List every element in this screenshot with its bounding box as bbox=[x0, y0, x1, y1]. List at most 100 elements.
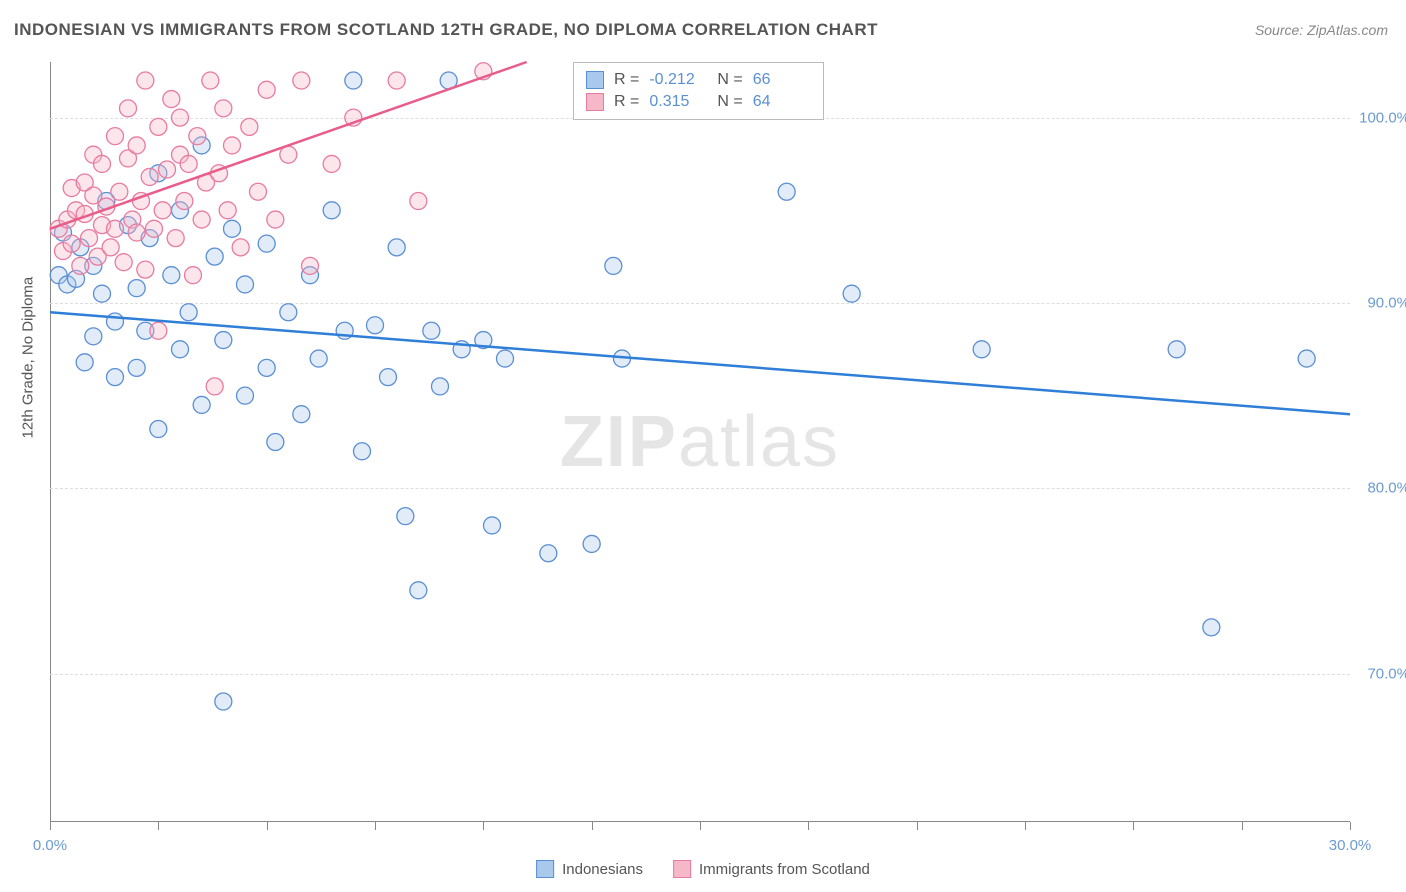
n-value-2: 64 bbox=[753, 93, 811, 111]
data-point bbox=[206, 248, 223, 265]
data-point bbox=[215, 332, 232, 349]
data-point bbox=[380, 369, 397, 386]
x-tick bbox=[808, 822, 809, 830]
data-point bbox=[367, 317, 384, 334]
x-tick bbox=[1025, 822, 1026, 830]
data-point bbox=[497, 350, 514, 367]
data-point bbox=[224, 137, 241, 154]
data-point bbox=[232, 239, 249, 256]
data-point bbox=[159, 161, 176, 178]
n-value-1: 66 bbox=[753, 71, 811, 89]
data-point bbox=[128, 280, 145, 297]
data-point bbox=[85, 328, 102, 345]
x-tick bbox=[267, 822, 268, 830]
x-tick bbox=[375, 822, 376, 830]
x-tick bbox=[592, 822, 593, 830]
data-point bbox=[843, 285, 860, 302]
data-point bbox=[388, 239, 405, 256]
data-point bbox=[167, 230, 184, 247]
data-point bbox=[72, 257, 89, 274]
data-point bbox=[215, 100, 232, 117]
legend-item-2: Immigrants from Scotland bbox=[673, 860, 870, 878]
stats-row-2: R = 0.315 N = 64 bbox=[586, 91, 811, 113]
data-point bbox=[150, 118, 167, 135]
data-point bbox=[107, 313, 124, 330]
r-value-2: 0.315 bbox=[649, 93, 707, 111]
data-point bbox=[172, 109, 189, 126]
plot-area: ZIPatlas 70.0%80.0%90.0%100.0% 0.0%30.0%… bbox=[50, 62, 1350, 822]
x-tick bbox=[1242, 822, 1243, 830]
data-point bbox=[137, 72, 154, 89]
data-point bbox=[280, 304, 297, 321]
data-point bbox=[193, 396, 210, 413]
bottom-legend: Indonesians Immigrants from Scotland bbox=[536, 860, 870, 878]
data-point bbox=[605, 257, 622, 274]
x-tick bbox=[483, 822, 484, 830]
data-point bbox=[323, 202, 340, 219]
y-tick-label: 70.0% bbox=[1367, 665, 1406, 682]
data-point bbox=[267, 434, 284, 451]
r-label-1: R = bbox=[614, 71, 639, 89]
data-point bbox=[258, 81, 275, 98]
data-point bbox=[107, 369, 124, 386]
data-point bbox=[128, 224, 145, 241]
data-point bbox=[94, 285, 111, 302]
data-point bbox=[540, 545, 557, 562]
data-point bbox=[1203, 619, 1220, 636]
source-label: Source: ZipAtlas.com bbox=[1255, 22, 1388, 38]
data-point bbox=[189, 128, 206, 145]
data-point bbox=[150, 322, 167, 339]
data-point bbox=[146, 220, 163, 237]
data-point bbox=[345, 72, 362, 89]
data-point bbox=[778, 183, 795, 200]
data-point bbox=[193, 211, 210, 228]
data-point bbox=[397, 508, 414, 525]
legend-swatch-2 bbox=[673, 860, 691, 878]
n-label-1: N = bbox=[717, 71, 742, 89]
data-point bbox=[180, 155, 197, 172]
data-point bbox=[202, 72, 219, 89]
data-point bbox=[111, 183, 128, 200]
x-tick bbox=[1133, 822, 1134, 830]
data-point bbox=[154, 202, 171, 219]
data-point bbox=[102, 239, 119, 256]
series2-swatch bbox=[586, 93, 604, 111]
data-point bbox=[76, 354, 93, 371]
x-tick bbox=[50, 822, 51, 830]
data-point bbox=[185, 267, 202, 284]
data-point bbox=[258, 359, 275, 376]
data-point bbox=[206, 378, 223, 395]
data-point bbox=[163, 267, 180, 284]
x-tick-label: 30.0% bbox=[1329, 837, 1372, 854]
data-point bbox=[115, 254, 132, 271]
legend-swatch-1 bbox=[536, 860, 554, 878]
data-point bbox=[172, 341, 189, 358]
y-tick-label: 80.0% bbox=[1367, 480, 1406, 497]
n-label-2: N = bbox=[717, 93, 742, 111]
data-point bbox=[410, 193, 427, 210]
data-point bbox=[267, 211, 284, 228]
x-tick bbox=[700, 822, 701, 830]
data-point bbox=[94, 155, 111, 172]
data-point bbox=[237, 387, 254, 404]
x-tick bbox=[158, 822, 159, 830]
data-point bbox=[180, 304, 197, 321]
regression-line bbox=[50, 62, 527, 229]
data-point bbox=[310, 350, 327, 367]
data-point bbox=[120, 100, 137, 117]
data-point bbox=[973, 341, 990, 358]
data-point bbox=[163, 91, 180, 108]
data-point bbox=[107, 220, 124, 237]
x-tick bbox=[917, 822, 918, 830]
y-axis-label: 12th Grade, No Diploma bbox=[20, 277, 37, 439]
legend-item-1: Indonesians bbox=[536, 860, 643, 878]
legend-label-2: Immigrants from Scotland bbox=[699, 861, 870, 878]
data-point bbox=[293, 406, 310, 423]
data-point bbox=[215, 693, 232, 710]
stats-box: R = -0.212 N = 66 R = 0.315 N = 64 bbox=[573, 62, 824, 120]
data-point bbox=[219, 202, 236, 219]
data-point bbox=[258, 235, 275, 252]
data-point bbox=[1168, 341, 1185, 358]
legend-label-1: Indonesians bbox=[562, 861, 643, 878]
chart-container: INDONESIAN VS IMMIGRANTS FROM SCOTLAND 1… bbox=[0, 0, 1406, 892]
